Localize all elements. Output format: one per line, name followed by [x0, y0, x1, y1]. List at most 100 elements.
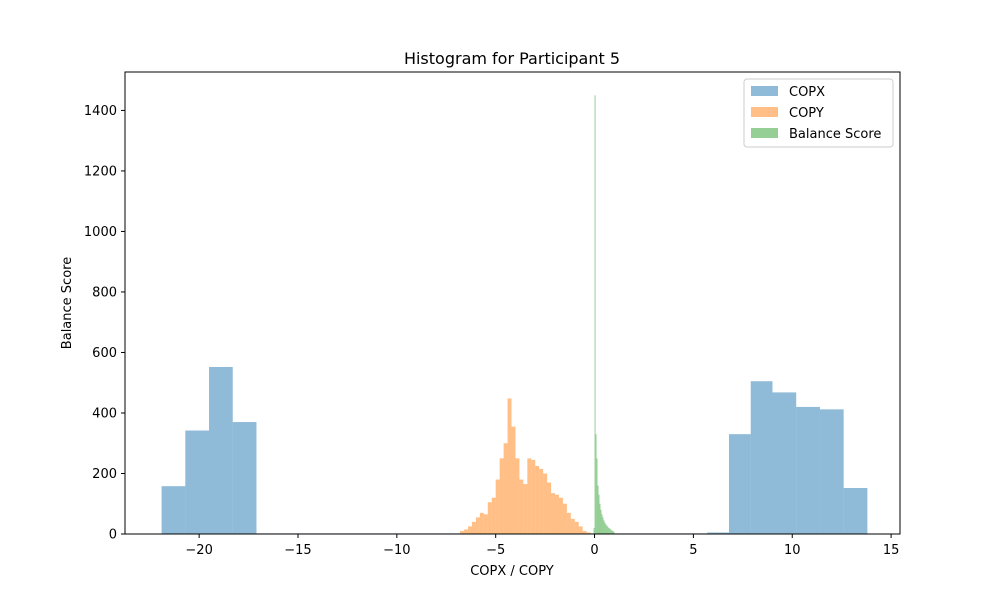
x-tick-label: 0 — [590, 543, 598, 558]
histogram-bar — [728, 434, 751, 534]
y-tick-label: 0 — [109, 528, 117, 543]
histogram-bar — [772, 392, 797, 534]
histogram-bar — [519, 479, 524, 534]
series-copy — [460, 398, 591, 534]
histogram-bar — [594, 95, 596, 534]
histogram-bar — [232, 422, 257, 534]
histogram-bar — [475, 517, 480, 534]
x-tick-label: 10 — [784, 543, 801, 558]
histogram-bar — [535, 465, 540, 534]
chart-title: Histogram for Participant 5 — [404, 49, 620, 68]
histogram-bar — [598, 494, 600, 534]
histogram-bar — [471, 521, 476, 534]
histogram-bar — [611, 530, 613, 534]
histogram-bar — [613, 531, 615, 534]
y-tick-label: 400 — [92, 406, 117, 421]
chart-legend: COPX COPY Balance Score — [743, 78, 894, 148]
histogram-bar — [566, 512, 571, 534]
histogram-bar — [596, 458, 598, 534]
histogram-bar — [483, 514, 488, 534]
histogram-bar — [161, 486, 186, 534]
histogram-bar — [527, 458, 532, 534]
histogram-bar — [562, 503, 567, 534]
histogram-bar — [609, 528, 611, 534]
histogram-bar — [531, 459, 536, 534]
histogram-bar — [503, 443, 508, 534]
histogram-bar — [602, 517, 604, 534]
histogram-bar — [607, 526, 609, 534]
histogram-bar — [578, 526, 583, 534]
histogram-bar — [608, 527, 610, 534]
histogram-bar — [523, 484, 528, 534]
histogram-bar — [491, 497, 496, 534]
x-tick-label: 15 — [883, 543, 900, 558]
y-tick-label: 600 — [92, 346, 117, 361]
histogram-bar — [464, 529, 469, 534]
histogram-bar — [597, 485, 599, 534]
histogram-bar — [511, 426, 516, 534]
histogram-bar — [547, 482, 552, 534]
histogram-bar — [468, 526, 472, 534]
histogram-bar — [574, 521, 579, 534]
histogram-bar — [796, 406, 820, 534]
histogram-bar — [612, 530, 614, 534]
series-copx — [161, 366, 868, 534]
axes-layer: −20 −15 −10 −5 0 5 10 15 0 200 400 600 800 1000 1200 14… — [84, 71, 901, 558]
histogram-bar — [460, 530, 465, 534]
histogram-bar — [209, 366, 233, 534]
legend-swatch — [751, 86, 778, 96]
histogram-bar — [595, 434, 597, 534]
x-tick-label: −10 — [383, 543, 410, 558]
histogram-bar — [610, 529, 612, 534]
x-tick-label: −5 — [486, 543, 505, 558]
histogram-bar — [558, 497, 563, 534]
legend-swatch — [751, 107, 778, 117]
histogram-bar — [543, 473, 548, 534]
histogram-bar — [479, 512, 484, 534]
y-tick-label: 1000 — [84, 225, 117, 240]
y-tick-label: 1400 — [84, 104, 117, 119]
histogram-bar — [601, 514, 603, 534]
histogram-bar — [843, 488, 868, 534]
histogram-bar — [507, 398, 512, 534]
x-axis-label: COPX / COPY — [470, 564, 554, 579]
histogram-bar — [570, 518, 575, 534]
y-tick-label: 800 — [92, 285, 117, 300]
histogram-bar — [499, 458, 504, 534]
histogram-bar — [707, 532, 729, 534]
histogram-bar — [603, 520, 605, 534]
y-tick-label: 1200 — [84, 164, 117, 179]
x-tick-label: −20 — [185, 543, 212, 558]
histogram-bar — [605, 524, 607, 534]
legend-label: Balance Score — [789, 127, 881, 142]
x-tick-label: −15 — [284, 543, 311, 558]
histogram-bar — [582, 530, 587, 534]
histogram-bar — [539, 468, 544, 534]
histogram-bar — [551, 493, 556, 534]
legend-label: COPY — [789, 106, 824, 121]
histogram-bar — [604, 522, 606, 534]
histogram-bar — [185, 430, 210, 534]
legend-box — [743, 78, 894, 148]
y-tick-label: 200 — [92, 467, 117, 482]
legend-label: COPX — [789, 85, 825, 100]
histogram-bar — [515, 458, 520, 534]
histogram-bar — [750, 381, 773, 534]
y-axis-label: Balance Score — [60, 257, 75, 349]
histogram-bar — [593, 527, 595, 534]
plot-frame — [124, 71, 901, 535]
histogram-bar — [600, 509, 602, 534]
bars-layer — [161, 95, 868, 534]
series-balance-score — [593, 95, 615, 534]
histogram-bar — [599, 503, 601, 534]
histogram-bar — [495, 479, 500, 534]
histogram-bar — [487, 502, 492, 534]
histogram-bar — [586, 532, 591, 534]
x-tick-label: 5 — [689, 543, 697, 558]
legend-swatch — [751, 128, 778, 138]
histogram-bar — [555, 494, 559, 534]
histogram-bar — [819, 409, 844, 534]
histogram-bar — [606, 525, 608, 534]
